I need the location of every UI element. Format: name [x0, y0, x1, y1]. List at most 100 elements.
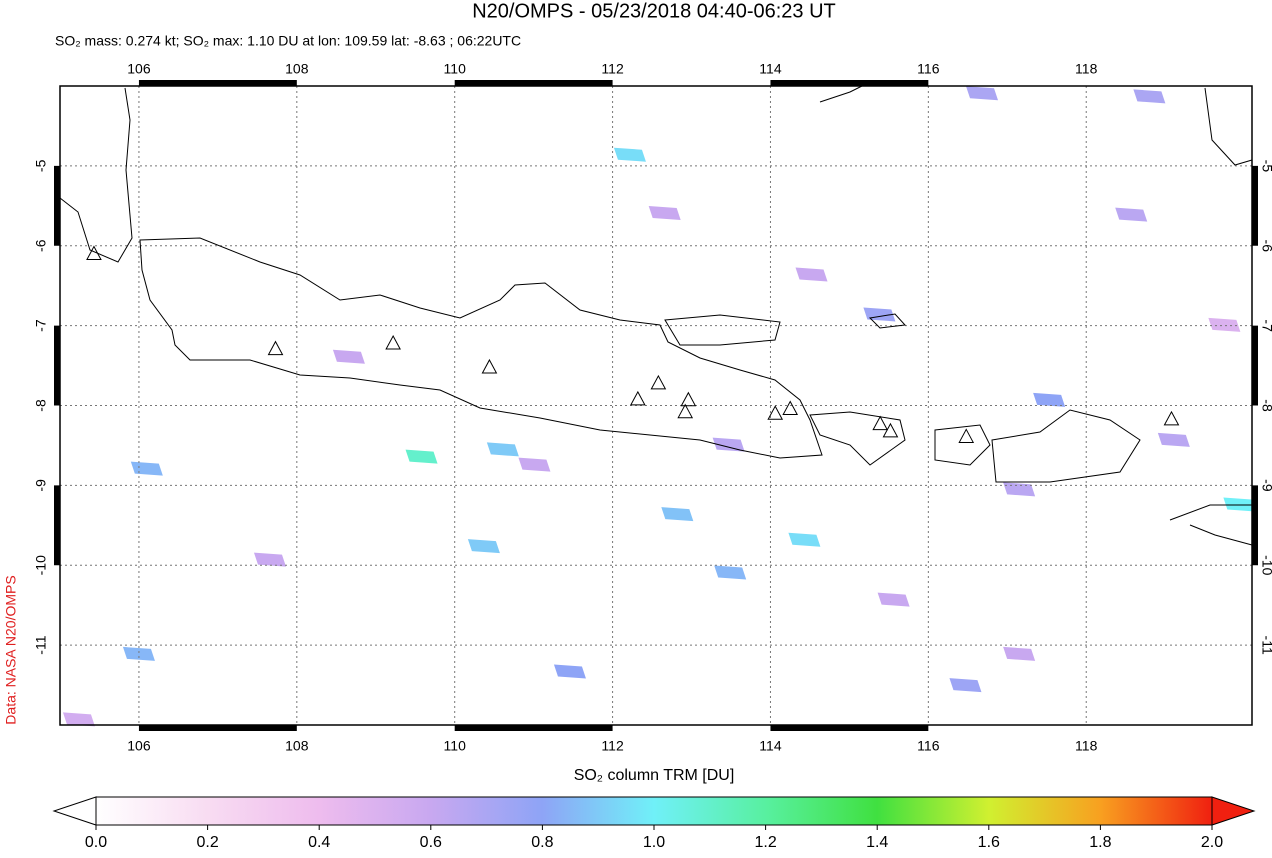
so2-pixel — [62, 712, 95, 727]
colorbar-tick-label: 1.0 — [643, 834, 665, 851]
so2-pixel — [332, 349, 365, 364]
colorbar-tick-label: 0.2 — [196, 834, 218, 851]
volcanoes — [86, 245, 1180, 443]
coastline — [139, 237, 823, 459]
volcano-marker — [882, 422, 899, 438]
volcano-marker — [677, 403, 694, 419]
colorbar-tick-label: 1.8 — [1089, 834, 1111, 851]
colorbar-tick-label: 1.6 — [978, 834, 1000, 851]
so2-pixel — [553, 664, 586, 679]
so2-pixel — [1157, 432, 1190, 447]
chart-subtitle: SO₂ mass: 0.274 kt; SO₂ max: 1.10 DU at … — [55, 33, 521, 49]
x-tick-label: 114 — [759, 738, 782, 754]
volcano-marker — [630, 390, 646, 406]
so2-pixel — [1003, 646, 1036, 661]
colorbar-extend-high — [1211, 796, 1256, 826]
so2-pixel — [130, 461, 163, 476]
colorbar-tick-label: 0.0 — [85, 834, 107, 851]
so2-pixel — [1115, 207, 1148, 222]
coastline — [1169, 504, 1253, 546]
y-tick-label: -7 — [1259, 319, 1272, 332]
coastline — [868, 313, 907, 329]
y-tick-label: -9 — [33, 479, 49, 492]
y-tick-label: -10 — [1259, 555, 1272, 575]
y-tick-label: -7 — [33, 319, 49, 332]
coastline — [59, 87, 133, 263]
colorbar-tick-label: 2.0 — [1201, 834, 1223, 851]
so2-pixel — [966, 86, 999, 101]
x-tick-label: 118 — [1075, 61, 1098, 77]
colorbar: SO₂ column TRM [DU] 0.0 0.2 0.4 0.6 0.8 1.0 1.… — [52, 767, 1256, 851]
so2-pixel — [661, 507, 694, 522]
x-tick-label: 118 — [1075, 738, 1098, 754]
so2-pixel — [122, 646, 155, 661]
so2-pixel — [253, 552, 286, 567]
y-tick-label: -11 — [1259, 636, 1272, 655]
y-tick-label: -10 — [33, 555, 49, 575]
y-tick-label: -8 — [33, 399, 49, 412]
y-tick-label: -6 — [33, 239, 49, 252]
y-tick-label: -9 — [1259, 479, 1272, 492]
y-tick-label: -11 — [33, 635, 49, 654]
volcano-marker — [385, 334, 401, 350]
so2-pixel — [518, 457, 551, 472]
colorbar-tick-label: 0.6 — [420, 834, 442, 851]
colorbar-tick-label: 1.2 — [754, 834, 776, 851]
volcano-marker — [958, 428, 975, 443]
colorbar-label: SO₂ column TRM [DU] — [574, 767, 735, 784]
y-tick-label: -5 — [1259, 160, 1272, 173]
coastline — [819, 85, 863, 103]
volcano-marker — [650, 374, 667, 390]
volcano-marker — [782, 400, 799, 415]
so2-pixel — [613, 147, 646, 162]
volcano-marker — [767, 405, 784, 420]
coastline — [1204, 87, 1253, 166]
chart-title: N20/OMPS - 05/23/2018 04:40-06:23 UT — [472, 0, 836, 22]
map-area — [54, 80, 1258, 731]
so2-pixel — [949, 678, 982, 693]
colorbar-tick-label: 1.4 — [866, 834, 888, 851]
coastlines — [59, 85, 1253, 546]
x-tick-label: 108 — [285, 61, 309, 77]
volcano-marker — [86, 245, 102, 261]
coastline — [809, 411, 906, 466]
volcano-marker — [481, 358, 498, 374]
volcano-marker — [872, 415, 889, 431]
so2-pixel — [467, 539, 500, 554]
so2-pixel — [712, 437, 745, 452]
coastline — [991, 409, 1141, 483]
x-tick-label: 116 — [917, 61, 940, 77]
colorbar-gradient — [96, 797, 1212, 825]
y-tick-label: -8 — [1259, 399, 1272, 412]
x-tick-label: 116 — [917, 738, 940, 754]
x-tick-label: 112 — [601, 738, 624, 754]
coastline — [934, 424, 991, 466]
so2-pixel — [486, 442, 519, 457]
colorbar-extend-low — [52, 796, 97, 826]
so2-pixel — [788, 532, 821, 547]
volcano-marker — [267, 340, 284, 356]
coastline — [664, 314, 781, 346]
so2-pixel — [1208, 317, 1241, 332]
so2-pixel — [1003, 482, 1036, 497]
x-tick-label: 108 — [285, 738, 309, 754]
so2-pixel — [714, 565, 747, 580]
so2-pixel — [1133, 89, 1166, 104]
axes: 106 106 108 108 110 110 112 112 114 114 116 116 118 1… — [33, 61, 1272, 754]
y-tick-label: -5 — [33, 159, 49, 172]
grid — [60, 86, 1252, 725]
x-tick-label: 106 — [127, 61, 151, 77]
so2-pixel — [648, 206, 681, 221]
so2-pixels — [62, 86, 1256, 727]
x-tick-label: 114 — [759, 61, 782, 77]
colorbar-tick-label: 0.8 — [531, 834, 553, 851]
x-tick-label: 110 — [444, 738, 467, 754]
colorbar-tick-label: 0.4 — [308, 834, 330, 851]
volcano-marker — [680, 391, 697, 407]
so2-pixel — [795, 267, 828, 282]
x-tick-label: 112 — [601, 61, 624, 77]
y-tick-label: -6 — [1259, 240, 1272, 253]
x-tick-label: 110 — [444, 61, 467, 77]
so2-pixel — [405, 449, 438, 464]
